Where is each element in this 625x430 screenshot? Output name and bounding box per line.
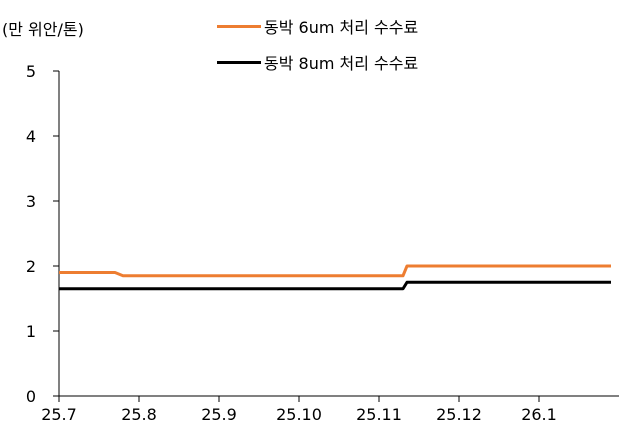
y-tick-label: 3: [26, 192, 36, 211]
y-tick-label: 0: [26, 387, 36, 406]
series-line-8um: [59, 282, 611, 289]
y-tick-label: 1: [26, 322, 36, 341]
x-tick-label: 25.9: [201, 405, 237, 424]
x-tick-label: 25.10: [276, 405, 322, 424]
x-tick-label: 25.11: [356, 405, 402, 424]
x-tick-label: 25.8: [121, 405, 157, 424]
y-tick-label: 4: [26, 127, 36, 146]
x-tick-label: 25.7: [41, 405, 77, 424]
y-tick-label: 2: [26, 257, 36, 276]
x-tick-label: 25.12: [436, 405, 482, 424]
x-tick-label: 26.1: [521, 405, 557, 424]
y-tick-label: 5: [26, 62, 36, 81]
series-line-6um: [59, 266, 611, 276]
